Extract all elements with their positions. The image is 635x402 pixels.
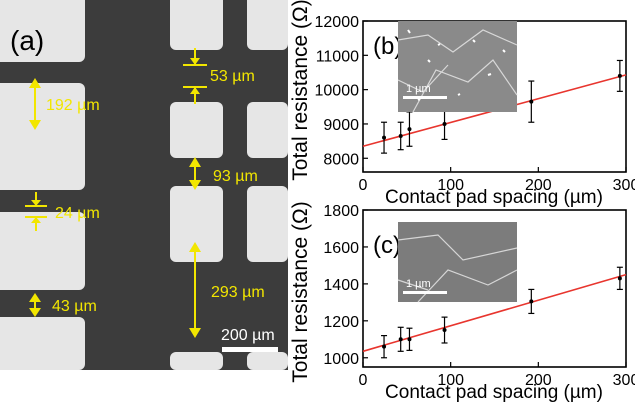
annotation-24um: 24 µm	[55, 205, 100, 222]
chart-c-data-point	[407, 337, 412, 342]
chart-b-inset: 1 µm	[397, 21, 518, 113]
panel-a-label: (a)	[10, 25, 44, 56]
chart-c-xlabel: Contact pad spacing (µm)	[385, 382, 603, 402]
annotation-43um: 43 µm	[52, 298, 97, 315]
chart-c-xtick-label: 200	[525, 372, 552, 389]
micrograph-overlay: (a) 192 µm 53 µm	[10, 25, 278, 352]
annotation-93um: 93 µm	[213, 168, 258, 185]
contact-pad	[247, 0, 288, 50]
chart-b-panel-label: (b)	[373, 33, 402, 60]
dimension-arrow-192	[29, 78, 41, 130]
chart-b-data-point	[398, 133, 403, 138]
dimension-arrow-53	[183, 48, 207, 104]
scalebar	[222, 347, 278, 352]
chart-b-data-point	[442, 121, 447, 126]
chart-c-data-point	[617, 276, 622, 281]
chart-c: Total resistance (Ω) 1000120014001600180…	[289, 201, 635, 402]
chart-c-ytick-label: 1600	[323, 240, 359, 257]
chart-b-inset-scalebar-label: 1 µm	[406, 83, 431, 95]
chart-b-xtick-label: 0	[359, 177, 368, 194]
chart-b-xlabel: Contact pad spacing (µm)	[385, 187, 603, 208]
scalebar-label: 200 µm	[221, 327, 275, 344]
annotation-293um: 293 µm	[211, 284, 265, 301]
chart-b-ytick-label: 10000	[315, 83, 360, 100]
dimension-arrow-43	[29, 293, 41, 317]
contact-pad	[170, 0, 223, 50]
chart-b-data-point	[529, 99, 534, 104]
contact-pad	[12, 317, 85, 370]
chart-c-ytick-label: 1200	[323, 314, 359, 331]
contact-pad	[12, 83, 85, 190]
chart-c-ytick-label: 1000	[323, 351, 359, 368]
chart-b-data-point	[617, 73, 622, 78]
chart-b-data-point	[382, 135, 387, 140]
micrograph-panel: (a) 192 µm 53 µm	[0, 0, 288, 370]
chart-b-ytick-label: 11000	[316, 48, 359, 65]
annotation-53um: 53 µm	[210, 68, 255, 85]
chart-b-xtick-label: 300	[613, 177, 635, 194]
chart-b-data-point	[407, 127, 412, 132]
contact-pad	[12, 0, 85, 62]
chart-c-frame	[362, 209, 627, 368]
contact-pad	[170, 352, 223, 370]
chart-b-ytick-label: 12000	[315, 14, 360, 31]
chart-c-data-point	[529, 299, 534, 304]
chart-c-xtick-label: 300	[613, 372, 635, 389]
chart-c-data-point	[442, 328, 447, 333]
chart-c-inset-scalebar-label: 1 µm	[406, 278, 431, 290]
chart-c-data-point	[382, 344, 387, 349]
chart-b-ytick-label: 9000	[323, 117, 359, 134]
chart-b-ytick-label: 8000	[323, 151, 359, 168]
chart-b-xtick-label: 200	[525, 177, 552, 194]
chart-c-xtick-label: 0	[359, 372, 368, 389]
chart-c-ytick-label: 1400	[323, 277, 359, 294]
chart-b-xtick-label: 100	[437, 177, 464, 194]
dimension-arrow-293	[189, 242, 201, 338]
chart-c-fit-line	[362, 273, 627, 353]
contact-pad	[12, 212, 85, 290]
chart-c-inset-scalebar	[403, 291, 447, 294]
chart-b-ylabel: Total resistance (Ω)	[289, 0, 312, 181]
chart-c-panel-label: (c)	[373, 232, 401, 259]
chart-b-inset-scalebar	[403, 96, 447, 99]
chart-c-ylabel: Total resistance (Ω)	[289, 201, 312, 382]
chart-c-data-point	[398, 337, 403, 342]
contact-pad	[170, 102, 223, 158]
chart-c-xtick-label: 100	[437, 372, 464, 389]
contact-pad	[247, 352, 288, 370]
chart-c-ytick-label: 1800	[323, 203, 359, 220]
charts-area: Total resistance (Ω) 8000900010000110001…	[289, 0, 635, 402]
chart-b: Total resistance (Ω) 8000 9000 10000 11000 1…	[289, 0, 635, 208]
dimension-arrow-93	[189, 157, 201, 190]
chart-c-inset: 1 µm	[397, 222, 518, 303]
contact-pad	[247, 102, 288, 158]
dimension-arrow-24	[25, 192, 47, 231]
annotation-192um: 192 µm	[46, 97, 100, 114]
contact-pad	[247, 186, 288, 262]
